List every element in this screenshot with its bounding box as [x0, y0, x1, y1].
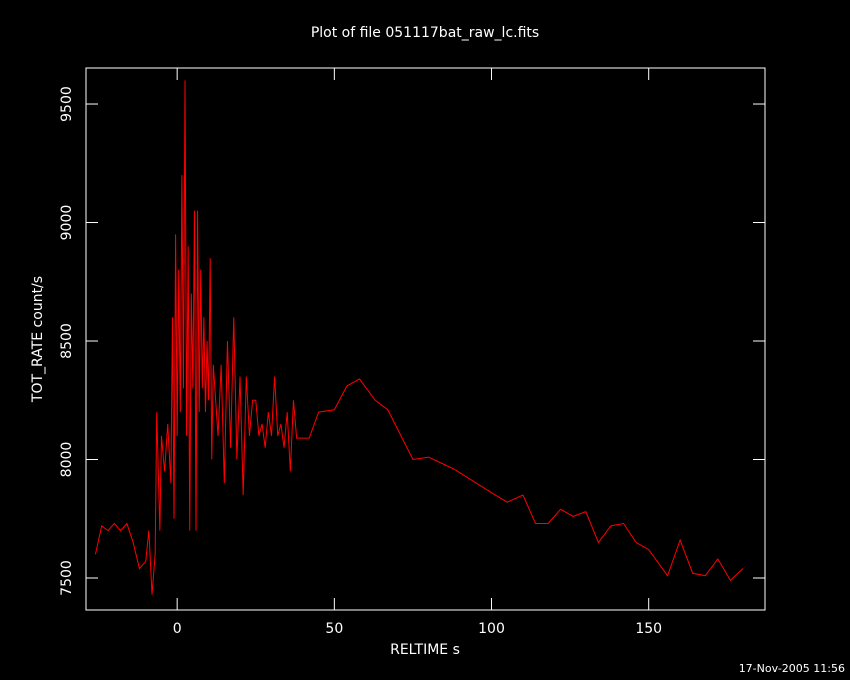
x-tick-label: 150	[635, 621, 662, 637]
data-line	[94, 80, 744, 595]
footer: 17-Nov-2005 11:56	[739, 662, 845, 675]
y-tick-label: 8000	[59, 442, 75, 478]
x-tick-label: 50	[325, 621, 343, 637]
y-tick-label: 8500	[59, 323, 75, 359]
y-axis-label: TOT_RATE count/s	[30, 276, 46, 403]
x-axis-label: RELTIME s	[390, 642, 460, 658]
x-tick-label: 0	[173, 621, 182, 637]
y-tick-label: 9500	[59, 86, 75, 122]
x-tick-label: 100	[478, 621, 505, 637]
y-tick-label: 9000	[59, 205, 75, 241]
y-tick-label: 7500	[59, 560, 75, 596]
chart-title: Plot of file 051117bat_raw_lc.fits	[311, 25, 539, 41]
plot-frame	[85, 67, 766, 611]
